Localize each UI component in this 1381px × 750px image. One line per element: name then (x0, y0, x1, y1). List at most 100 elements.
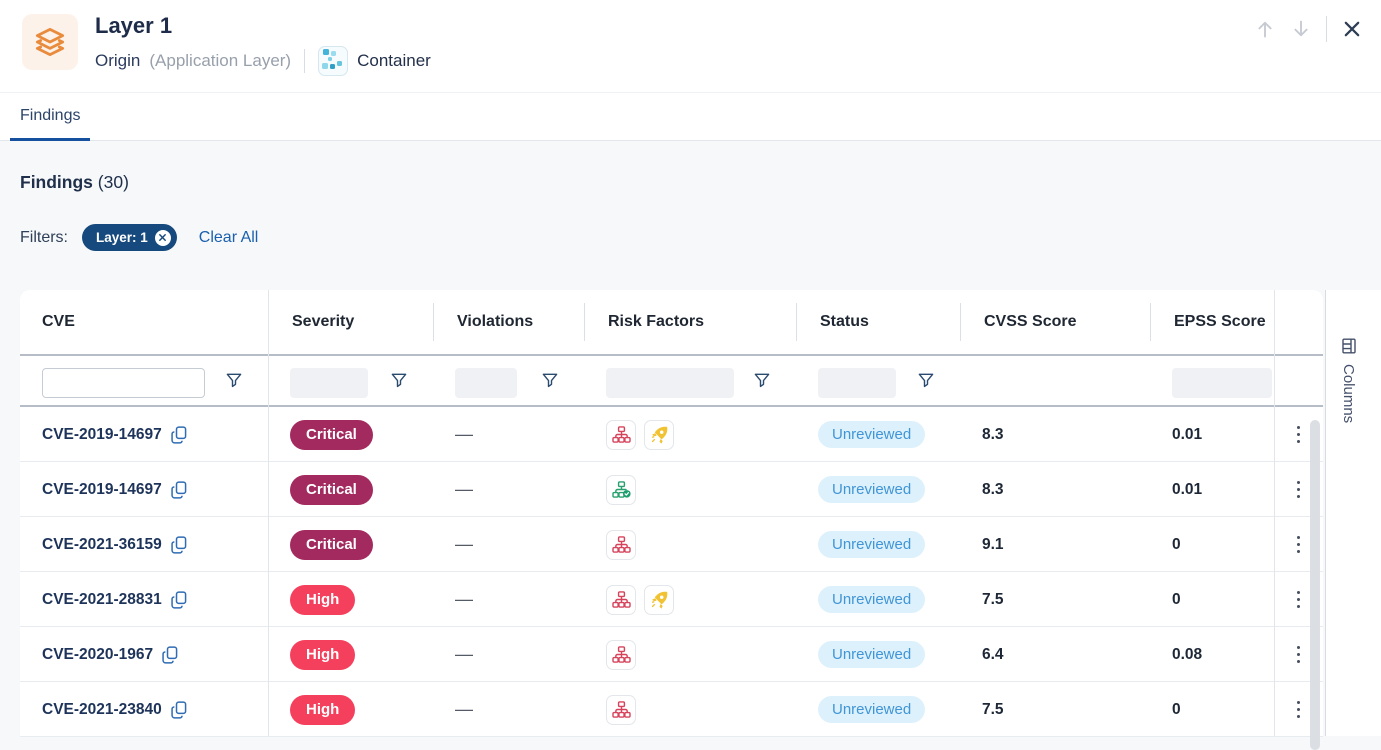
close-icon[interactable] (1341, 18, 1363, 40)
row-menu-button[interactable] (1291, 530, 1307, 560)
row-menu-button[interactable] (1291, 640, 1307, 670)
risk-factors-filter-input[interactable] (606, 367, 734, 398)
cve-link[interactable]: CVE-2021-36159 (42, 535, 162, 553)
status-badge: Unreviewed (818, 696, 926, 723)
row-menu-button[interactable] (1291, 475, 1307, 505)
next-finding-button[interactable] (1290, 18, 1312, 40)
copy-icon[interactable] (171, 591, 187, 609)
columns-panel-label: Columns (1340, 364, 1357, 424)
column-header-cvss-score[interactable]: CVSS Score (960, 290, 1150, 354)
table-row: CVE-2020-1967 High — Unreviewed 6.4 0.08 (20, 627, 1323, 682)
network-attack-vector-icon[interactable] (606, 529, 636, 560)
severity-filter-input[interactable] (290, 367, 368, 398)
epss-score-value: 0 (1172, 590, 1181, 608)
severity-badge: Critical (290, 474, 373, 505)
clear-all-link[interactable]: Clear All (198, 228, 259, 246)
cvss-score-value: 7.5 (982, 590, 1004, 608)
epss-filter-input[interactable] (1172, 367, 1272, 398)
cve-link[interactable]: CVE-2019-14697 (42, 480, 162, 498)
column-header-cve[interactable]: CVE (42, 313, 75, 330)
attack-complexity-low-icon[interactable] (606, 474, 636, 505)
table-row: CVE-2021-28831 High — Unreviewed 7.5 0 (20, 572, 1323, 627)
network-attack-vector-icon[interactable] (606, 419, 636, 450)
filter-funnel-icon[interactable] (754, 373, 770, 393)
cve-link[interactable]: CVE-2021-28831 (42, 590, 162, 608)
remove-filter-icon[interactable] (154, 229, 171, 246)
severity-badge: High (290, 694, 356, 725)
table-row: CVE-2021-36159 Critical — Unreviewed 9.1… (20, 517, 1323, 572)
row-menu-button[interactable] (1291, 695, 1307, 725)
column-header-risk-factors[interactable]: Risk Factors (584, 290, 796, 354)
filter-chip-label: Layer: 1 (96, 230, 148, 245)
copy-icon[interactable] (162, 646, 178, 664)
tab-bar: Findings (0, 93, 1381, 141)
filter-funnel-icon[interactable] (391, 373, 407, 393)
layer-icon (22, 14, 78, 70)
violations-filter-input[interactable] (455, 367, 517, 398)
table-header-row: CVE Severity Violations Risk Factors Sta… (20, 290, 1323, 354)
filter-funnel-icon[interactable] (918, 373, 934, 393)
column-header-epss-score[interactable]: EPSS Score (1150, 290, 1274, 354)
status-badge: Unreviewed (818, 476, 926, 503)
origin-type-label: (Application Layer) (149, 51, 292, 70)
columns-toggle-button[interactable]: Columns (1340, 338, 1357, 423)
filter-funnel-icon[interactable] (542, 373, 558, 393)
vertical-scrollbar[interactable] (1310, 420, 1320, 750)
row-menu-button[interactable] (1291, 420, 1307, 450)
cvss-score-value: 9.1 (982, 535, 1004, 553)
copy-icon[interactable] (171, 536, 187, 554)
cvss-score-value: 8.3 (982, 480, 1004, 498)
network-attack-vector-icon[interactable] (606, 584, 636, 615)
status-badge: Unreviewed (818, 586, 926, 613)
cve-link[interactable]: CVE-2019-14697 (42, 425, 162, 443)
copy-icon[interactable] (171, 701, 187, 719)
table-columns-icon (1341, 338, 1357, 354)
divider (304, 49, 306, 73)
cve-link[interactable]: CVE-2020-1967 (42, 645, 154, 663)
table-row: CVE-2019-14697 Critical — Unreviewed 8.3… (20, 407, 1323, 462)
column-header-severity[interactable]: Severity (292, 313, 355, 330)
columns-panel: Columns (1325, 290, 1381, 736)
violations-value: — (455, 479, 473, 499)
filters-row: Filters: Layer: 1 Clear All (20, 224, 258, 251)
epss-score-value: 0.01 (1172, 425, 1203, 443)
filter-chip-layer[interactable]: Layer: 1 (82, 224, 177, 251)
column-header-actions (1274, 290, 1323, 354)
severity-badge: High (290, 639, 356, 670)
page-title: Layer 1 (95, 13, 173, 38)
row-menu-button[interactable] (1291, 585, 1307, 615)
status-filter-input[interactable] (818, 367, 896, 398)
network-attack-vector-icon[interactable] (606, 694, 636, 725)
column-header-violations[interactable]: Violations (433, 290, 584, 354)
violations-value: — (455, 589, 473, 609)
violations-value: — (455, 644, 473, 664)
cve-filter-input[interactable] (42, 367, 205, 398)
status-badge: Unreviewed (818, 641, 926, 668)
tab-findings[interactable]: Findings (10, 93, 91, 141)
findings-count: (30) (97, 172, 129, 192)
divider (1326, 16, 1327, 42)
findings-heading: Findings (30) (20, 172, 129, 193)
exploit-exists-icon[interactable] (644, 419, 674, 450)
column-header-status[interactable]: Status (796, 290, 960, 354)
violations-value: — (455, 424, 473, 444)
status-badge: Unreviewed (818, 531, 926, 558)
findings-heading-label: Findings (20, 172, 93, 192)
network-attack-vector-icon[interactable] (606, 639, 636, 670)
cvss-score-value: 6.4 (982, 645, 1004, 663)
cve-link[interactable]: CVE-2021-23840 (42, 700, 162, 718)
copy-icon[interactable] (171, 481, 187, 499)
table-filter-row (20, 354, 1323, 407)
exploit-exists-icon[interactable] (644, 584, 674, 615)
filter-funnel-icon[interactable] (226, 373, 242, 393)
epss-score-value: 0.01 (1172, 480, 1203, 498)
findings-table: CVE Severity Violations Risk Factors Sta… (20, 290, 1323, 737)
asset-type-label: Container (357, 51, 431, 70)
table-row: CVE-2021-23840 High — Unreviewed 7.5 0 (20, 682, 1323, 737)
copy-icon[interactable] (171, 426, 187, 444)
table-row: CVE-2019-14697 Critical — Unreviewed 8.3… (20, 462, 1323, 517)
previous-finding-button[interactable] (1254, 18, 1276, 40)
container-icon (318, 46, 349, 76)
violations-value: — (455, 699, 473, 719)
severity-badge: Critical (290, 529, 373, 560)
